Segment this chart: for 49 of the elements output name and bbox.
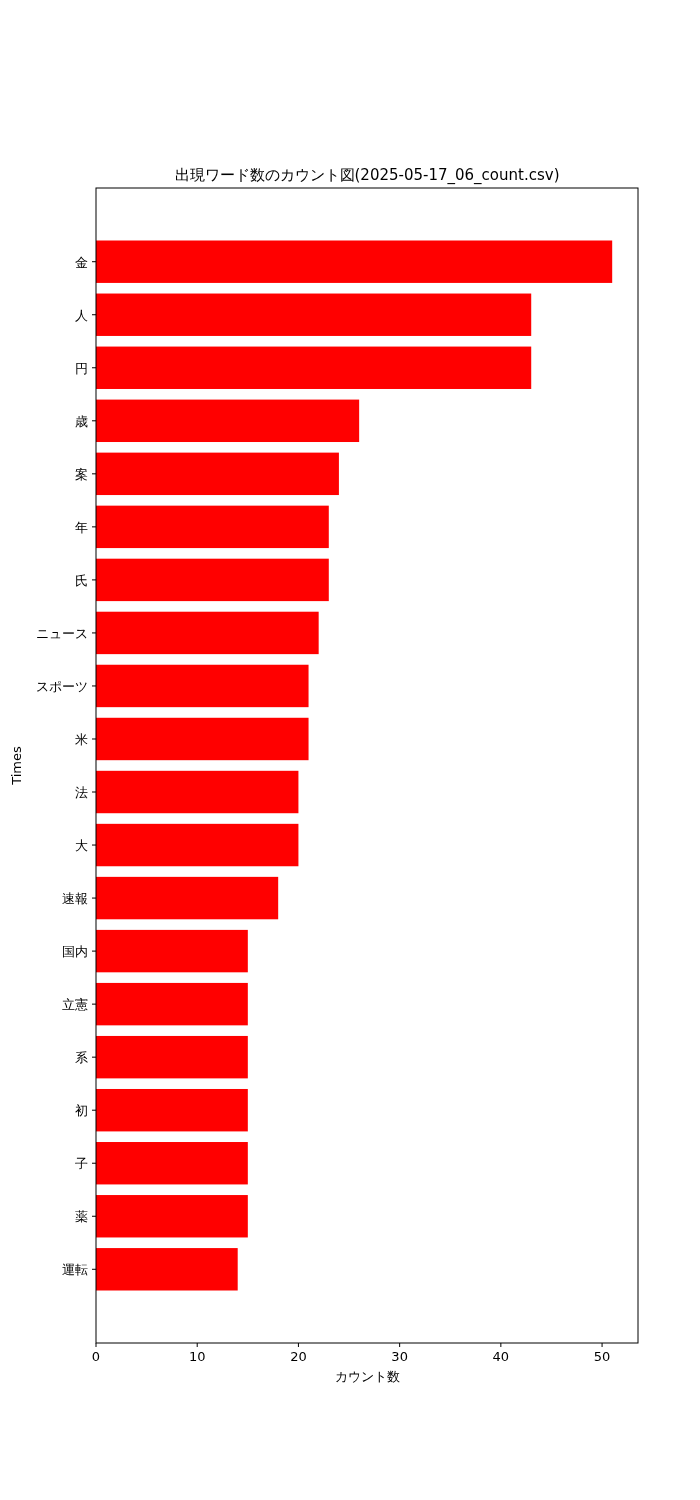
y-tick-label: 子 xyxy=(75,1156,88,1172)
y-tick-label: 歳 xyxy=(75,413,88,429)
y-tick-label: 速報 xyxy=(62,891,88,907)
y-tick-label: 薬 xyxy=(75,1209,88,1225)
bar xyxy=(96,240,613,283)
bar xyxy=(96,664,309,708)
y-tick-label: 米 xyxy=(75,731,88,747)
y-tick-label: 法 xyxy=(75,785,88,801)
bar xyxy=(96,399,360,443)
y-tick-label: 人 xyxy=(75,307,88,323)
y-tick-label: 円 xyxy=(75,360,88,376)
bar xyxy=(96,293,532,336)
y-tick-label: 氏 xyxy=(75,572,88,588)
y-tick-label: 金 xyxy=(75,254,88,270)
x-tick-label: 50 xyxy=(593,1349,611,1364)
bar xyxy=(96,346,532,389)
bar xyxy=(96,1035,248,1079)
bar xyxy=(96,558,329,602)
bar xyxy=(96,770,299,814)
bar xyxy=(96,982,248,1026)
y-tick-label: 国内 xyxy=(62,944,88,960)
bar xyxy=(96,1195,248,1238)
bar xyxy=(96,505,329,549)
y-tick-label: 初 xyxy=(75,1103,88,1119)
y-axis-title: Times xyxy=(9,745,24,786)
x-tick-label: 20 xyxy=(290,1349,307,1364)
x-axis-title: カウント数 xyxy=(334,1369,400,1384)
bar xyxy=(96,876,279,920)
x-tick-label: 30 xyxy=(391,1349,408,1364)
y-tick-label: 案 xyxy=(75,466,88,482)
x-tick-label: 0 xyxy=(91,1349,101,1364)
y-tick-label: 運転 xyxy=(62,1262,88,1278)
y-tick-label: 立憲 xyxy=(62,997,88,1013)
y-tick-label: スポーツ xyxy=(36,678,88,694)
bar xyxy=(96,1088,248,1132)
y-tick-label: ニュース xyxy=(36,625,88,641)
chart-title: 出現ワード数のカウント図(2025-05-17_06_count.csv) xyxy=(174,166,560,185)
bar xyxy=(96,1248,238,1291)
bar xyxy=(96,611,319,655)
x-tick-label: 10 xyxy=(188,1349,206,1364)
bar xyxy=(96,452,339,496)
bar xyxy=(96,1142,248,1185)
x-tick-label: 40 xyxy=(492,1349,510,1364)
y-tick-label: 大 xyxy=(75,838,88,854)
bar xyxy=(96,929,248,973)
bar xyxy=(96,823,299,867)
bar xyxy=(96,717,309,761)
y-tick-label: 年 xyxy=(75,519,88,535)
y-tick-label: 系 xyxy=(75,1050,88,1066)
